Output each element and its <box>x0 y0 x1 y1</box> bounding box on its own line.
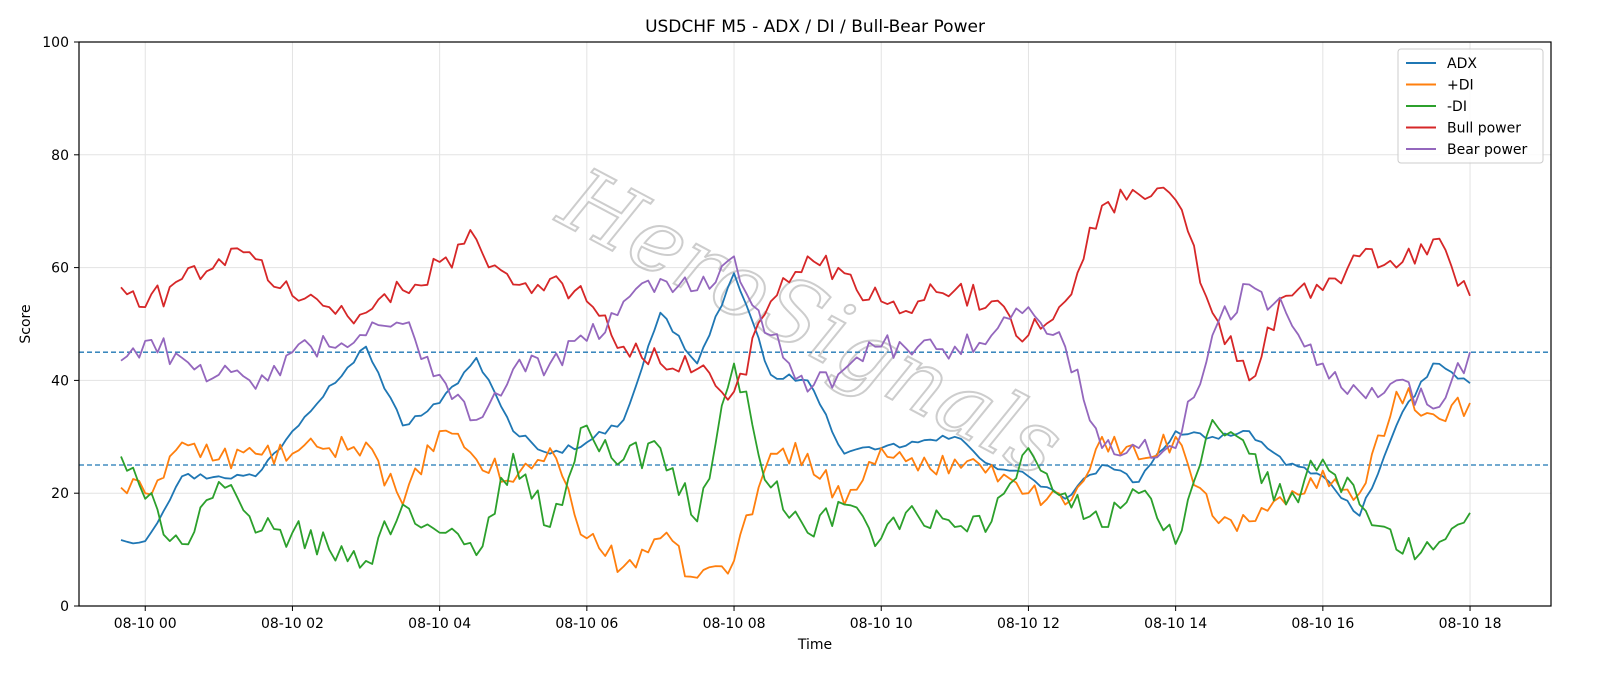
legend-label: ADX <box>1447 56 1477 72</box>
y-tick-label: 80 <box>51 148 69 164</box>
y-tick-label: 0 <box>60 599 69 615</box>
x-tick-label: 08-10 08 <box>703 616 766 632</box>
reference-lines <box>79 351 1551 466</box>
legend-label: -DI <box>1447 99 1467 115</box>
x-tick-label: 08-10 16 <box>1291 616 1354 632</box>
y-tick-label: 100 <box>42 35 69 51</box>
x-tick-label: 08-10 04 <box>408 616 471 632</box>
legend-label: Bull power <box>1447 121 1521 137</box>
chart-title: USDCHF M5 - ADX / DI / Bull-Bear Power <box>645 17 985 37</box>
legend-label: Bear power <box>1447 142 1528 158</box>
x-tick-label: 08-10 18 <box>1439 616 1502 632</box>
plot-frame <box>78 41 1552 607</box>
series-line--di <box>120 387 1471 579</box>
x-tick-label: 08-10 00 <box>114 616 177 632</box>
series-lines <box>120 186 1471 579</box>
x-tick-label: 08-10 06 <box>555 616 618 632</box>
x-tick-label: 08-10 12 <box>997 616 1060 632</box>
x-axis-label: Time <box>797 637 832 653</box>
legend-label: +DI <box>1447 78 1474 94</box>
y-tick-label: 40 <box>51 373 69 389</box>
legend-box <box>1397 48 1544 164</box>
series-line-adx <box>120 272 1471 545</box>
series-line--di <box>120 362 1471 569</box>
y-tick-label: 20 <box>51 486 69 502</box>
y-tick-label: 60 <box>51 261 69 277</box>
y-axis-label: Score <box>18 304 34 343</box>
x-tick-label: 08-10 02 <box>261 616 324 632</box>
x-tick-label: 08-10 14 <box>1144 616 1207 632</box>
axis-ticks: 08-10 00 08-10 02 08-10 04 08-10 06 08-10 08… <box>42 35 1501 632</box>
x-tick-label: 08-10 10 <box>850 616 913 632</box>
series-line-bear-power <box>120 255 1471 459</box>
series-line-bull-power <box>120 186 1471 401</box>
legend: ADX +DI -DI Bull power Bear power <box>1397 48 1544 164</box>
